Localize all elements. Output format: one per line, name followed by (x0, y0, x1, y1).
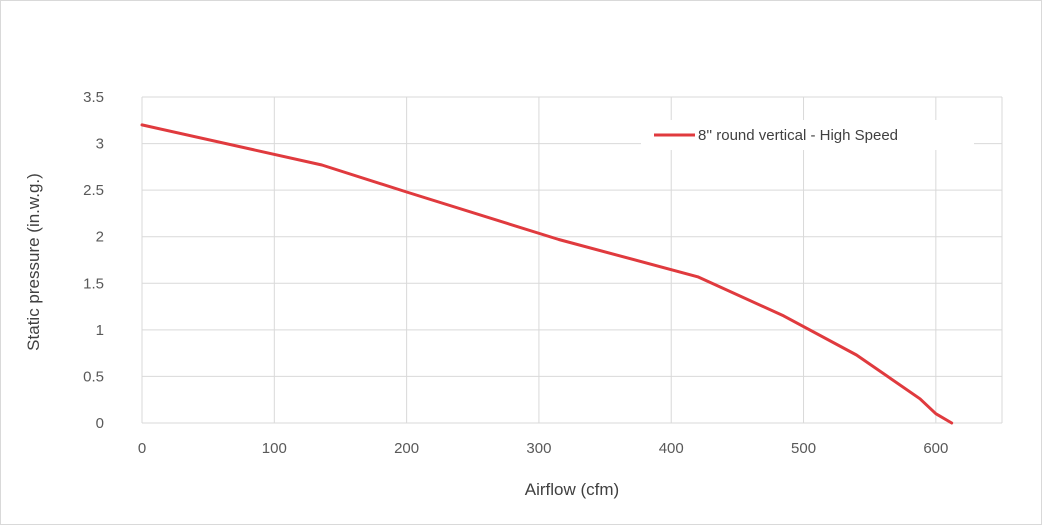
legend-label: 8'' round vertical - High Speed (698, 127, 898, 144)
x-tick-label: 0 (138, 440, 146, 457)
y-axis-tick-labels: 0 0.5 1 1.5 2 2.5 3 3.5 (83, 89, 104, 432)
y-tick-label: 3 (96, 136, 104, 153)
y-tick-label: 1 (96, 322, 104, 339)
x-tick-label: 600 (923, 440, 948, 457)
series-group (140, 123, 954, 425)
vertical-gridlines (141, 97, 1003, 423)
y-tick-label: 0 (96, 415, 104, 432)
series-line (140, 123, 954, 425)
x-tick-label: 200 (394, 440, 419, 457)
legend-background (641, 120, 974, 150)
y-tick-label: 3.5 (83, 89, 104, 106)
y-tick-label: 1.5 (83, 275, 104, 292)
y-tick-label: 2.5 (83, 182, 104, 199)
legend: 8'' round vertical - High Speed (641, 120, 974, 150)
x-tick-label: 300 (526, 440, 551, 457)
x-axis-title: Airflow (cfm) (525, 480, 619, 499)
y-tick-label: 2 (96, 229, 104, 246)
y-tick-label: 0.5 (83, 368, 104, 385)
x-axis-tick-labels: 0 100 200 300 400 500 600 (138, 440, 949, 457)
x-tick-label: 500 (791, 440, 816, 457)
y-axis-title: Static pressure (in.w.g.) (24, 173, 43, 351)
x-tick-label: 100 (262, 440, 287, 457)
x-tick-label: 400 (659, 440, 684, 457)
horizontal-gridlines (142, 96, 1002, 424)
